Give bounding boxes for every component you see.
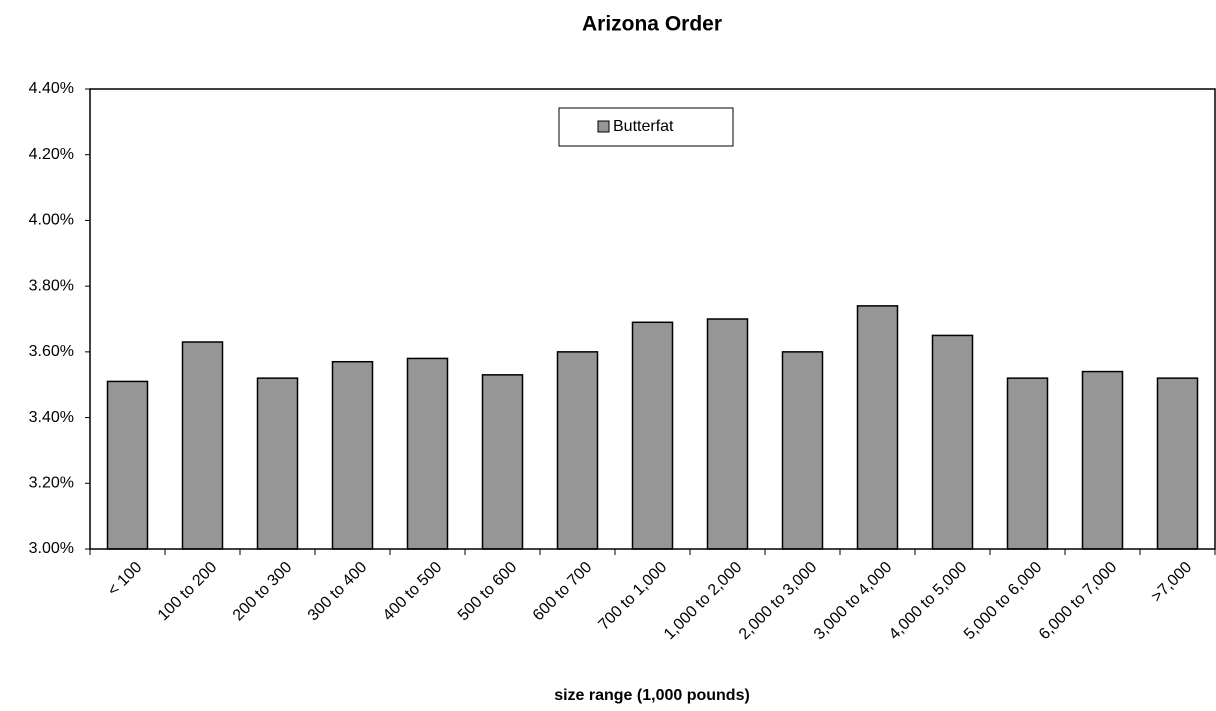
bar	[1156, 377, 1199, 550]
y-tick-label: 3.40%	[29, 409, 74, 426]
y-tick-label: 4.40%	[29, 80, 74, 97]
y-tick-label: 3.00%	[29, 540, 74, 557]
bar	[331, 360, 374, 550]
legend-box	[558, 107, 734, 147]
bar	[406, 357, 449, 550]
bar	[556, 351, 599, 550]
y-tick-label: 4.20%	[29, 146, 74, 163]
bar	[106, 380, 149, 550]
y-tick-label: 3.60%	[29, 343, 74, 360]
chart-title: Arizona Order	[582, 13, 722, 36]
legend-label: Butterfat	[613, 118, 674, 135]
bar	[631, 321, 674, 550]
y-tick-label: 4.00%	[29, 212, 74, 229]
bar	[1006, 377, 1049, 550]
bar	[481, 374, 524, 550]
y-tick-label: 3.20%	[29, 475, 74, 492]
legend-swatch	[597, 120, 610, 133]
y-tick-label: 3.80%	[29, 277, 74, 294]
bar	[781, 351, 824, 550]
bar	[1081, 370, 1124, 550]
bar	[256, 377, 299, 550]
bar	[181, 341, 224, 550]
plot-frame	[89, 88, 1216, 550]
x-axis-title: size range (1,000 pounds)	[554, 687, 750, 704]
bar	[706, 318, 749, 550]
bar	[856, 305, 899, 550]
bar	[931, 334, 974, 550]
